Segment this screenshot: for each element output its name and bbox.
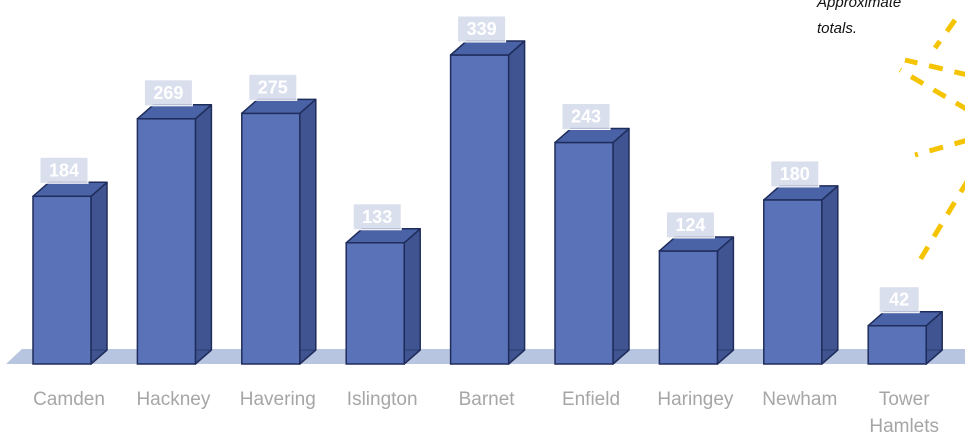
bar-haringey — [658, 236, 735, 365]
category-label-line: Newham — [762, 389, 837, 410]
bar-havering — [241, 98, 317, 365]
category-label-line: Islington — [347, 389, 418, 410]
value-label: 180 — [780, 164, 810, 184]
bar-tower-hamlets — [867, 310, 943, 365]
bar-top-face — [763, 185, 839, 201]
value-label: 184 — [49, 160, 79, 180]
bar-side-face — [299, 98, 317, 365]
bar-top-face — [449, 40, 526, 56]
sunburst-ray — [932, 18, 958, 50]
bar-top-face — [32, 181, 108, 198]
value-label-box — [770, 160, 820, 188]
bar-top-face — [658, 236, 735, 252]
category-label-line: Hackney — [136, 389, 210, 410]
category-label-hackney: Hackney — [136, 389, 210, 410]
category-label-haringey: Haringey — [657, 389, 734, 410]
chart-annotation: Approximate totals. — [817, 0, 902, 37]
bar-newham — [763, 185, 839, 365]
bar-front-face — [449, 54, 510, 365]
bar-front-face — [763, 199, 823, 365]
bar-side-face — [90, 181, 108, 365]
bar-front-face — [554, 141, 614, 365]
bar-top-face — [136, 104, 213, 120]
category-labels-layer: Camden Hackney Havering Islington Barnet Enfi… — [33, 389, 939, 437]
bar-islington — [345, 228, 421, 365]
value-label: 124 — [675, 215, 705, 235]
category-label-line: Hamlets — [869, 416, 939, 437]
bar-side-face — [194, 104, 213, 365]
category-label-line: Camden — [33, 389, 105, 410]
value-label: 243 — [571, 107, 601, 127]
value-label-box — [143, 79, 193, 107]
category-label-camden: Camden — [33, 389, 105, 410]
category-label-line: Enfield — [562, 389, 620, 410]
category-label-tower-hamlets: Tower Hamlets — [869, 389, 939, 437]
bar-enfield — [554, 127, 630, 365]
value-label-box — [39, 156, 89, 184]
category-label-barnet: Barnet — [459, 389, 516, 410]
value-label-box — [248, 73, 298, 101]
bar-front-face — [32, 195, 92, 365]
value-label-box — [561, 103, 611, 131]
value-label-box — [352, 203, 402, 231]
category-label-line: Barnet — [459, 389, 516, 410]
bar-top-face — [345, 228, 421, 244]
value-label: 133 — [362, 207, 392, 227]
bar-front-face — [658, 250, 719, 365]
bar-side-face — [716, 236, 735, 365]
bar-side-face — [612, 127, 630, 365]
decorative-sunburst — [898, 18, 965, 262]
bars-layer — [32, 40, 943, 365]
bar-front-face — [345, 242, 405, 365]
category-label-line: Havering — [240, 389, 316, 410]
bar-hackney — [136, 104, 213, 365]
category-label-line: Haringey — [657, 389, 734, 410]
value-label-box — [665, 211, 715, 239]
bar-camden — [32, 181, 108, 365]
bar-side-face — [403, 228, 421, 365]
bar-top-face — [554, 127, 630, 144]
bar-side-face — [507, 40, 526, 365]
bar-side-face — [821, 185, 839, 365]
category-label-enfield: Enfield — [562, 389, 620, 410]
sunburst-ray — [914, 138, 965, 158]
category-label-havering: Havering — [240, 389, 316, 410]
value-label: 339 — [467, 19, 497, 39]
value-label: 42 — [889, 290, 909, 310]
sunburst-ray — [904, 57, 965, 77]
sunburst-ray — [917, 180, 965, 262]
bar-top-face — [241, 98, 317, 115]
value-label: 269 — [153, 83, 183, 103]
bar-front-face — [241, 112, 301, 365]
bar-front-face — [867, 324, 927, 365]
category-label-islington: Islington — [347, 389, 418, 410]
category-label-newham: Newham — [762, 389, 837, 410]
value-labels-layer: 184 269 275 133 339 243 124 180 42 — [39, 15, 920, 314]
value-label-box — [878, 286, 920, 314]
bar-front-face — [136, 118, 197, 365]
bar-top-face — [867, 310, 943, 327]
bar-barnet — [449, 40, 526, 365]
category-label-line: Tower — [879, 389, 930, 410]
value-label: 275 — [258, 77, 288, 97]
sunburst-ray — [898, 67, 965, 112]
value-label-box — [457, 15, 507, 43]
